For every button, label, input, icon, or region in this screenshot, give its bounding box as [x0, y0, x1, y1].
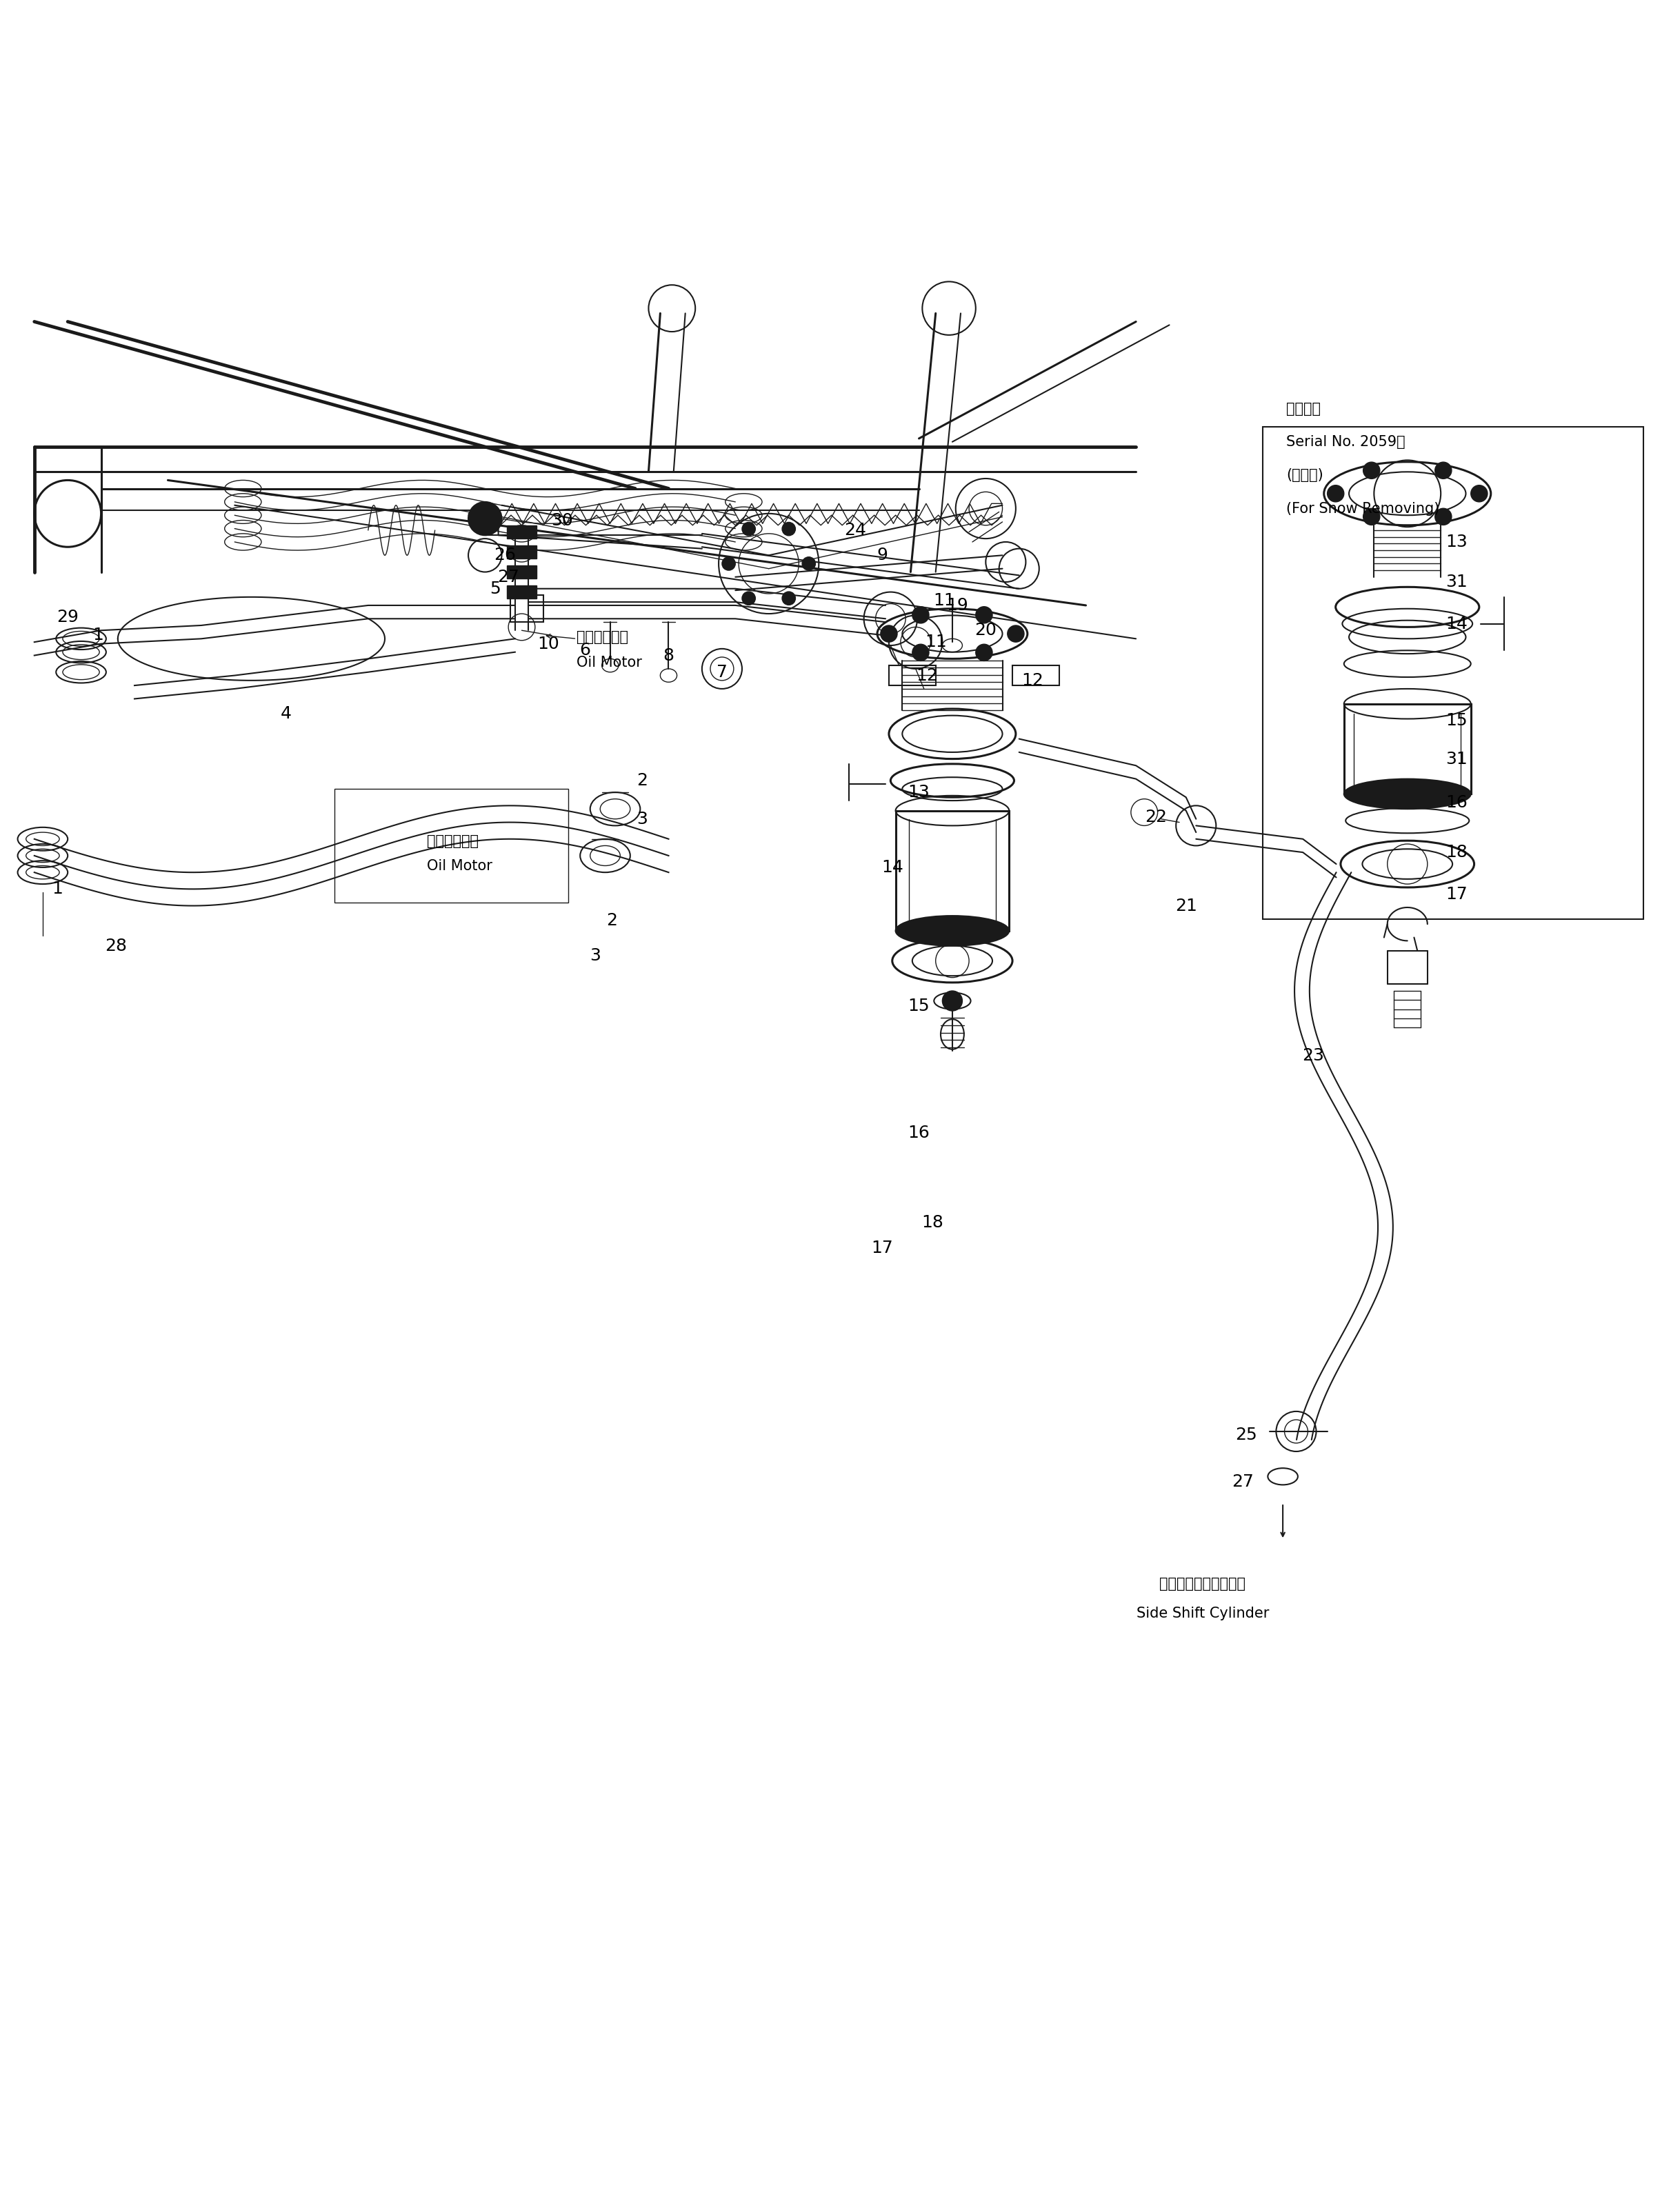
Circle shape: [1435, 462, 1452, 478]
Text: 26: 26: [495, 546, 516, 564]
Text: 28: 28: [105, 938, 127, 953]
Text: オイルモータ: オイルモータ: [576, 630, 628, 644]
Circle shape: [722, 557, 735, 571]
Bar: [1343, 703, 1470, 794]
Bar: [506, 524, 536, 538]
Text: 7: 7: [717, 664, 727, 681]
Text: 14: 14: [1445, 615, 1467, 633]
Text: 19: 19: [946, 597, 968, 613]
Text: 31: 31: [1445, 573, 1467, 591]
Circle shape: [1435, 509, 1452, 524]
Circle shape: [1008, 626, 1024, 641]
Text: 12: 12: [916, 668, 939, 684]
Circle shape: [912, 644, 929, 661]
Text: オイルモータ: オイルモータ: [426, 834, 478, 847]
Bar: [1263, 427, 1643, 920]
Circle shape: [942, 991, 962, 1011]
Circle shape: [468, 502, 501, 535]
Text: 30: 30: [551, 511, 573, 529]
Circle shape: [1364, 462, 1380, 478]
Text: 17: 17: [871, 1239, 894, 1256]
Text: 21: 21: [1175, 898, 1196, 914]
Text: 3: 3: [590, 947, 600, 964]
Text: 1: 1: [52, 880, 63, 898]
Text: 22: 22: [1145, 810, 1166, 825]
Circle shape: [912, 606, 929, 624]
Text: 4: 4: [281, 706, 292, 721]
Text: 18: 18: [921, 1214, 944, 1232]
Text: 15: 15: [907, 998, 929, 1013]
Text: (雪山用): (雪山用): [1287, 469, 1323, 482]
Text: サイドシフトシリンダ: サイドシフトシリンダ: [1160, 1577, 1247, 1590]
Circle shape: [976, 644, 993, 661]
Text: Serial No. 2059～: Serial No. 2059～: [1287, 436, 1405, 449]
Text: 6: 6: [580, 641, 590, 659]
Text: 10: 10: [538, 635, 560, 653]
Bar: [334, 790, 568, 902]
Text: 15: 15: [1445, 712, 1467, 728]
Bar: [896, 810, 1009, 931]
Circle shape: [1327, 484, 1343, 502]
Text: 31: 31: [1445, 750, 1467, 768]
Ellipse shape: [896, 916, 1009, 947]
Text: 11: 11: [924, 635, 946, 650]
Circle shape: [881, 626, 897, 641]
Text: 11: 11: [932, 593, 954, 608]
Text: 2: 2: [637, 772, 647, 790]
Bar: [1013, 666, 1059, 686]
Text: 24: 24: [844, 522, 867, 538]
Bar: [506, 566, 536, 580]
Circle shape: [782, 591, 795, 606]
Text: 23: 23: [1302, 1048, 1323, 1064]
Bar: [510, 595, 543, 622]
Text: Oil Motor: Oil Motor: [426, 858, 491, 874]
Text: 8: 8: [663, 648, 673, 664]
Text: 13: 13: [907, 783, 929, 801]
Text: Side Shift Cylinder: Side Shift Cylinder: [1136, 1606, 1268, 1621]
Text: 13: 13: [1445, 533, 1467, 551]
Text: 5: 5: [490, 580, 500, 597]
Text: 27: 27: [1232, 1473, 1253, 1489]
Text: Oil Motor: Oil Motor: [576, 655, 642, 670]
Text: 20: 20: [974, 622, 996, 639]
Circle shape: [802, 557, 815, 571]
Circle shape: [742, 591, 755, 606]
Text: 適用号機: 適用号機: [1287, 403, 1320, 416]
Text: 16: 16: [1445, 794, 1467, 810]
Ellipse shape: [1343, 779, 1470, 810]
Circle shape: [782, 522, 795, 535]
Text: 9: 9: [877, 546, 887, 564]
Bar: [889, 666, 936, 686]
Text: 3: 3: [637, 810, 647, 827]
Circle shape: [742, 522, 755, 535]
Circle shape: [1364, 509, 1380, 524]
Text: 27: 27: [498, 568, 520, 586]
Text: (For Snow Removing): (For Snow Removing): [1287, 502, 1439, 515]
Text: 1: 1: [92, 628, 104, 644]
Bar: [506, 546, 536, 560]
Circle shape: [976, 606, 993, 624]
Text: 12: 12: [1021, 672, 1043, 688]
Text: 25: 25: [1235, 1427, 1257, 1442]
Circle shape: [1470, 484, 1487, 502]
Text: 29: 29: [57, 608, 79, 626]
Text: 18: 18: [1445, 845, 1467, 860]
Text: 14: 14: [881, 858, 904, 876]
Text: 2: 2: [607, 914, 617, 929]
Text: 16: 16: [907, 1124, 931, 1141]
Text: 17: 17: [1445, 885, 1467, 902]
Bar: [506, 586, 536, 599]
